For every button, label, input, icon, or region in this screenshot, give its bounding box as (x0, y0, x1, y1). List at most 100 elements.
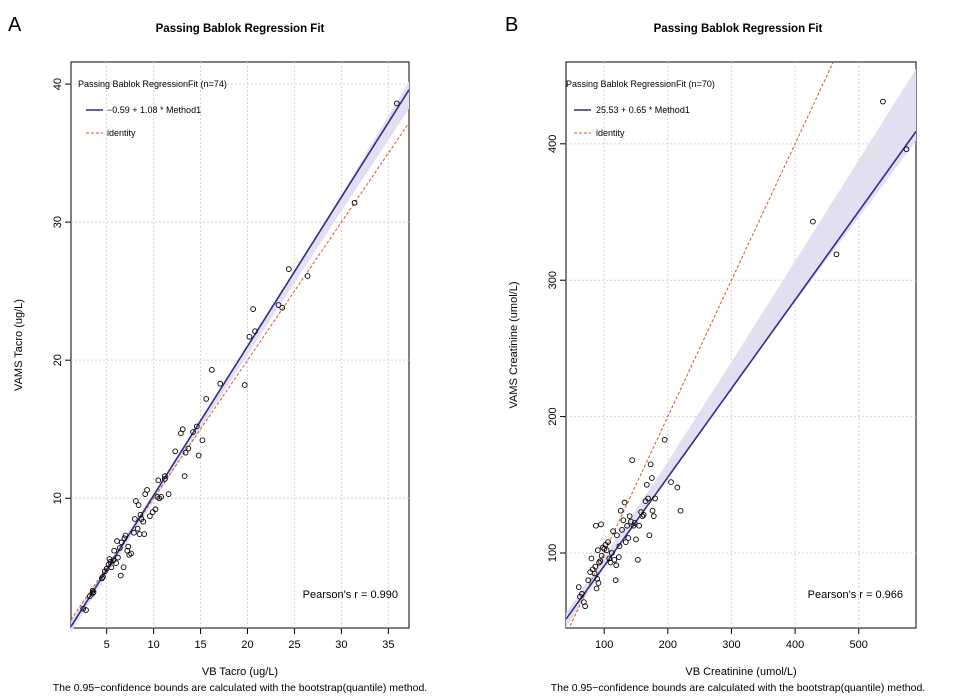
panel-a-data-point (208, 366, 215, 373)
panel-a-data-point (203, 395, 210, 402)
panel-b-data-point (629, 457, 636, 464)
panel-a-ci-band-area (71, 81, 409, 633)
panel-a-legend: Passing Bablok RegressionFit (n=74) −0.5… (78, 79, 227, 138)
panel-b-data-point (640, 511, 647, 518)
panel-b-data-point (575, 584, 582, 590)
panel-b-data-point (668, 479, 674, 485)
panel-b-data-point (833, 251, 840, 258)
panel-b-data-point (880, 98, 886, 105)
panel-b-data-point (624, 522, 630, 529)
panel-a: A Passing Bablok Regression Fit 5 10 15 20 2… (8, 14, 427, 694)
panel-a-data-point (113, 560, 119, 566)
panel-b-data-point (585, 577, 592, 584)
panel-a-pearson: Pearson's r = 0.990 (303, 589, 398, 601)
panel-a-data-point (165, 491, 172, 497)
panel-a-legend-identity-label: identity (107, 128, 136, 138)
panel-b-data-point (592, 563, 599, 570)
panel-b-data-point (633, 536, 639, 543)
panel-a-data-point (111, 547, 118, 554)
panel-a-data-point (131, 516, 138, 522)
panel-a-data-point (108, 564, 115, 571)
panel-a-x-tick-label: 10 (147, 639, 159, 651)
panel-a-data-point (100, 574, 106, 580)
panel-a-data-point (351, 199, 358, 206)
panel-a-data-point (106, 556, 113, 562)
panel-a-data-point (393, 100, 400, 107)
panel-a-data-point (137, 511, 144, 518)
panel-a-data-point (147, 513, 153, 520)
panel-b-data-point (621, 499, 628, 506)
panel-a-letter: A (8, 14, 22, 36)
panel-b-ticks: 100 200 300 400 500 100 200 300 400 (547, 135, 868, 651)
panel-b-legend-title: Passing Bablok RegressionFit (n=70) (566, 79, 715, 89)
panel-b-data-point (615, 554, 622, 560)
panel-a-data-point (141, 531, 148, 537)
panel-b-data-point (598, 552, 605, 559)
panel-a-data-point (182, 449, 189, 456)
panel-b-y-tick-label: 200 (547, 407, 559, 425)
panel-a-data-point (162, 473, 168, 479)
panel-b-ci-band-area (566, 68, 916, 628)
panel-a-footnote: The 0.95−confidence bounds are calculate… (53, 682, 427, 694)
panel-a-x-tick-label: 30 (335, 639, 347, 651)
panel-a-data-point (179, 426, 186, 433)
panel-a-data-point (121, 535, 128, 542)
panel-b-plot-frame (565, 61, 917, 629)
panel-b-x-tick-label: 200 (659, 639, 677, 651)
panel-b-data-point (677, 507, 684, 514)
panel-a-data-point (185, 445, 192, 452)
panel-a-data-point (135, 502, 142, 508)
panel-a-data-point (199, 437, 206, 444)
panel-a-data-point (190, 429, 196, 435)
panel-a-title: Passing Bablok Regression Fit (156, 23, 325, 35)
panel-b-data-point (593, 522, 599, 529)
panel-a-data-point (158, 494, 164, 500)
panel-b-data-point (628, 518, 634, 525)
panel-a-data-point (99, 575, 105, 582)
panel-b-x-tick-label: 100 (595, 639, 613, 651)
panel-b-data-point (646, 532, 653, 539)
panel-a-x-axis-label: VB Tacro (ug/L) (202, 666, 278, 678)
panel-b-data-point (650, 513, 657, 520)
panel-b-footnote: The 0.95−confidence bounds are calculate… (551, 682, 925, 694)
panel-b-x-tick-label: 500 (850, 639, 868, 651)
panel-b-data-point (631, 520, 638, 526)
panel-b-data-point (643, 481, 650, 488)
panel-a-legend-reg-label: −0.59 + 1.08 * Method1 (107, 105, 201, 115)
panel-a-data-point (140, 518, 147, 525)
panel-b-data-point (630, 522, 637, 529)
panel-a-y-tick-label: 10 (52, 492, 64, 504)
panel-b-data-point (610, 528, 616, 535)
panel-b-data-point (612, 577, 619, 584)
panel-a-data-point (275, 302, 282, 308)
panel-b-data-point (649, 475, 655, 481)
panel-b-data-point (649, 507, 656, 514)
panel-b-lines (566, 62, 916, 628)
panel-a-data-point (193, 423, 200, 430)
panel-a-x-tick-label: 20 (241, 639, 253, 651)
panel-b-data-point (614, 532, 620, 539)
panel-b-x-tick-label: 300 (722, 639, 740, 651)
panel-a-data-point (83, 607, 89, 613)
panel-b-points (575, 98, 910, 610)
panel-a-data-point (144, 487, 150, 493)
panel-b-y-tick-label: 400 (547, 135, 559, 153)
panel-b-data-point (645, 495, 651, 502)
panel-b-data-point (652, 495, 658, 502)
panel-a-grid (71, 62, 409, 628)
panel-a-data-point (80, 605, 87, 612)
panel-a-data-point (195, 452, 202, 459)
panel-b-legend-identity-label: identity (596, 128, 625, 138)
panel-a-data-point (125, 543, 132, 550)
panel-a-ticks: 5 10 15 20 25 30 35 10 20 30 40 (52, 78, 394, 651)
panel-b-regression-line (566, 131, 916, 620)
panel-a-x-tick-label: 25 (288, 639, 300, 651)
panel-a-y-tick-label: 20 (52, 354, 64, 366)
panel-b-data-point (625, 535, 632, 541)
panel-a-x-tick-label: 35 (382, 639, 394, 651)
panel-b-y-axis-label: VAMS Creatinine (umol/L) (508, 282, 520, 409)
panel-b-data-point (810, 218, 816, 225)
panel-b-x-axis-label: VB Creatinine (umol/L) (685, 666, 796, 678)
panel-b-data-point (636, 522, 643, 529)
panel-b-ci-band (566, 68, 916, 628)
